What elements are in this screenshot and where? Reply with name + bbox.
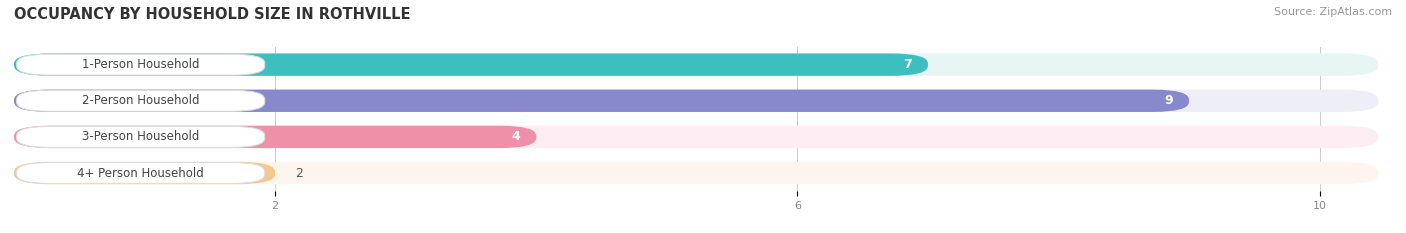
FancyBboxPatch shape	[14, 89, 1378, 112]
Text: 3-Person Household: 3-Person Household	[82, 130, 200, 143]
Text: Source: ZipAtlas.com: Source: ZipAtlas.com	[1274, 7, 1392, 17]
FancyBboxPatch shape	[14, 126, 1378, 148]
FancyBboxPatch shape	[14, 162, 1378, 184]
FancyBboxPatch shape	[14, 53, 1378, 76]
Text: 7: 7	[904, 58, 912, 71]
FancyBboxPatch shape	[14, 53, 928, 76]
FancyBboxPatch shape	[14, 89, 1189, 112]
Text: 4: 4	[512, 130, 520, 143]
Text: OCCUPANCY BY HOUSEHOLD SIZE IN ROTHVILLE: OCCUPANCY BY HOUSEHOLD SIZE IN ROTHVILLE	[14, 7, 411, 22]
FancyBboxPatch shape	[17, 90, 264, 111]
FancyBboxPatch shape	[17, 127, 264, 147]
FancyBboxPatch shape	[17, 54, 264, 75]
Text: 2-Person Household: 2-Person Household	[82, 94, 200, 107]
Text: 2: 2	[295, 167, 302, 179]
FancyBboxPatch shape	[14, 126, 536, 148]
Text: 1-Person Household: 1-Person Household	[82, 58, 200, 71]
FancyBboxPatch shape	[17, 163, 264, 183]
Text: 4+ Person Household: 4+ Person Household	[77, 167, 204, 179]
FancyBboxPatch shape	[14, 162, 276, 184]
Text: 9: 9	[1164, 94, 1174, 107]
